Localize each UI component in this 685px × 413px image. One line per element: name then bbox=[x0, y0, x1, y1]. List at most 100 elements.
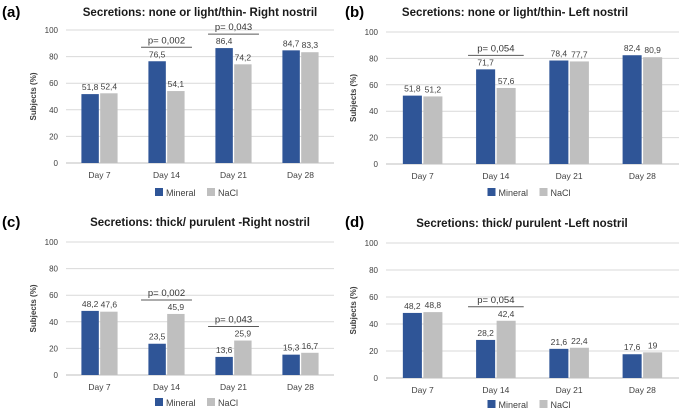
legend-swatch-mineral bbox=[487, 188, 496, 196]
x-tick-label: Day 14 bbox=[153, 170, 180, 180]
data-label: 13,6 bbox=[216, 345, 233, 355]
data-label: 21,6 bbox=[551, 337, 568, 347]
x-tick-label: Day 21 bbox=[220, 170, 247, 180]
data-label: 51,8 bbox=[82, 82, 99, 92]
bar-mineral bbox=[549, 348, 569, 378]
data-label: 77,7 bbox=[571, 49, 588, 59]
legend: Mineral NaCl bbox=[487, 400, 571, 410]
data-label: 51,2 bbox=[425, 84, 442, 94]
chart-title: Secretions: thick/ purulent -Left nostri… bbox=[416, 218, 628, 230]
legend-label-nacl: NaCl bbox=[218, 188, 238, 198]
y-tick-label: 80 bbox=[369, 266, 378, 275]
data-label: 52,4 bbox=[101, 81, 118, 91]
data-label: 83,3 bbox=[302, 40, 319, 50]
legend-label-nacl: NaCl bbox=[218, 398, 238, 408]
y-tick-label: 0 bbox=[54, 371, 59, 380]
data-label: 74,2 bbox=[235, 52, 252, 62]
bar-nacl bbox=[569, 347, 589, 378]
bar-mineral bbox=[282, 354, 300, 375]
x-tick-label: Day 28 bbox=[287, 382, 314, 392]
bar-nacl bbox=[423, 312, 443, 378]
y-tick-label: 100 bbox=[45, 238, 59, 247]
x-tick-label: Day 7 bbox=[412, 385, 434, 395]
p-value-label: p= 0,043 bbox=[215, 315, 252, 326]
data-label: 48,8 bbox=[425, 300, 442, 310]
legend: Mineral NaCl bbox=[155, 188, 238, 198]
legend-label-mineral: Mineral bbox=[499, 188, 529, 198]
p-value-label: p= 0,002 bbox=[148, 35, 185, 46]
bar-mineral bbox=[476, 339, 496, 378]
data-label: 19 bbox=[648, 340, 658, 350]
data-label: 82,4 bbox=[624, 43, 641, 53]
bar-mineral bbox=[215, 48, 233, 164]
x-tick-label: Day 14 bbox=[482, 171, 509, 181]
bar-nacl bbox=[167, 313, 185, 375]
bar-nacl bbox=[301, 352, 319, 375]
p-value-label: p= 0,054 bbox=[477, 43, 514, 54]
y-tick-label: 40 bbox=[369, 107, 378, 116]
legend-swatch-mineral bbox=[155, 398, 163, 406]
x-tick-label: Day 21 bbox=[556, 385, 583, 395]
y-tick-label: 40 bbox=[49, 106, 58, 115]
chart-title: Secretions: none or light/thin- Left nos… bbox=[402, 7, 628, 19]
y-tick-label: 60 bbox=[49, 291, 58, 300]
data-label: 15,3 bbox=[283, 343, 300, 353]
legend-swatch-nacl bbox=[539, 400, 548, 408]
data-label: 28,2 bbox=[477, 328, 494, 338]
data-label: 54,1 bbox=[168, 79, 185, 89]
data-label: 71,7 bbox=[477, 57, 494, 67]
bar-mineral bbox=[622, 354, 642, 378]
bar-nacl bbox=[301, 52, 319, 163]
bar-nacl bbox=[496, 320, 516, 378]
bar-mineral bbox=[402, 95, 422, 164]
y-tick-label: 0 bbox=[374, 160, 379, 169]
bar-nacl bbox=[167, 91, 185, 163]
bar-mineral bbox=[81, 310, 99, 375]
x-tick-label: Day 21 bbox=[220, 382, 247, 392]
legend-label-mineral: Mineral bbox=[166, 188, 196, 198]
data-label: 45,9 bbox=[168, 302, 185, 312]
legend: Mineral NaCl bbox=[155, 398, 238, 408]
chart-title: Secretions: none or light/thin- Right no… bbox=[83, 7, 317, 19]
data-label: 17,6 bbox=[624, 342, 641, 352]
panel-label: (d) bbox=[345, 214, 364, 231]
chart-panel-3: (c) Secretions: thick/ purulent -Right no… bbox=[2, 214, 334, 408]
y-tick-label: 100 bbox=[365, 28, 379, 37]
data-label: 48,2 bbox=[404, 301, 421, 311]
bar-mineral bbox=[282, 50, 300, 163]
panel-label: (b) bbox=[345, 4, 364, 21]
bar-nacl bbox=[643, 57, 663, 164]
legend-swatch-mineral bbox=[155, 188, 163, 196]
y-tick-label: 20 bbox=[369, 347, 378, 356]
x-tick-label: Day 14 bbox=[153, 382, 180, 392]
bar-nacl bbox=[423, 96, 443, 164]
data-label: 57,6 bbox=[498, 76, 515, 86]
bar-mineral bbox=[215, 356, 233, 375]
data-label: 76,5 bbox=[149, 49, 166, 59]
bar-nacl bbox=[100, 311, 118, 375]
bar-nacl bbox=[234, 340, 252, 375]
legend-swatch-mineral bbox=[487, 400, 496, 408]
chart-title: Secretions: thick/ purulent -Right nostr… bbox=[90, 217, 310, 229]
data-label: 48,2 bbox=[82, 299, 99, 309]
panel-label: (a) bbox=[2, 4, 20, 21]
data-label: 51,8 bbox=[404, 84, 421, 94]
bar-mineral bbox=[402, 312, 422, 378]
bar-mineral bbox=[148, 61, 166, 163]
x-tick-label: Day 28 bbox=[629, 171, 656, 181]
y-tick-label: 40 bbox=[49, 318, 58, 327]
y-tick-label: 100 bbox=[45, 26, 59, 35]
legend-swatch-nacl bbox=[207, 188, 215, 196]
x-tick-label: Day 14 bbox=[482, 385, 509, 395]
chart-panel-4: (d) Secretions: thick/ purulent -Left nos… bbox=[345, 214, 679, 410]
bar-mineral bbox=[81, 94, 99, 163]
bar-mineral bbox=[476, 69, 496, 164]
chart-panel-1: (a) Secretions: none or light/thin- Right… bbox=[2, 4, 334, 198]
y-tick-label: 0 bbox=[374, 374, 379, 383]
legend-label-mineral: Mineral bbox=[166, 398, 196, 408]
y-tick-label: 80 bbox=[49, 53, 58, 62]
x-tick-label: Day 7 bbox=[88, 382, 110, 392]
y-tick-label: 20 bbox=[369, 134, 378, 143]
bar-mineral bbox=[622, 55, 642, 165]
